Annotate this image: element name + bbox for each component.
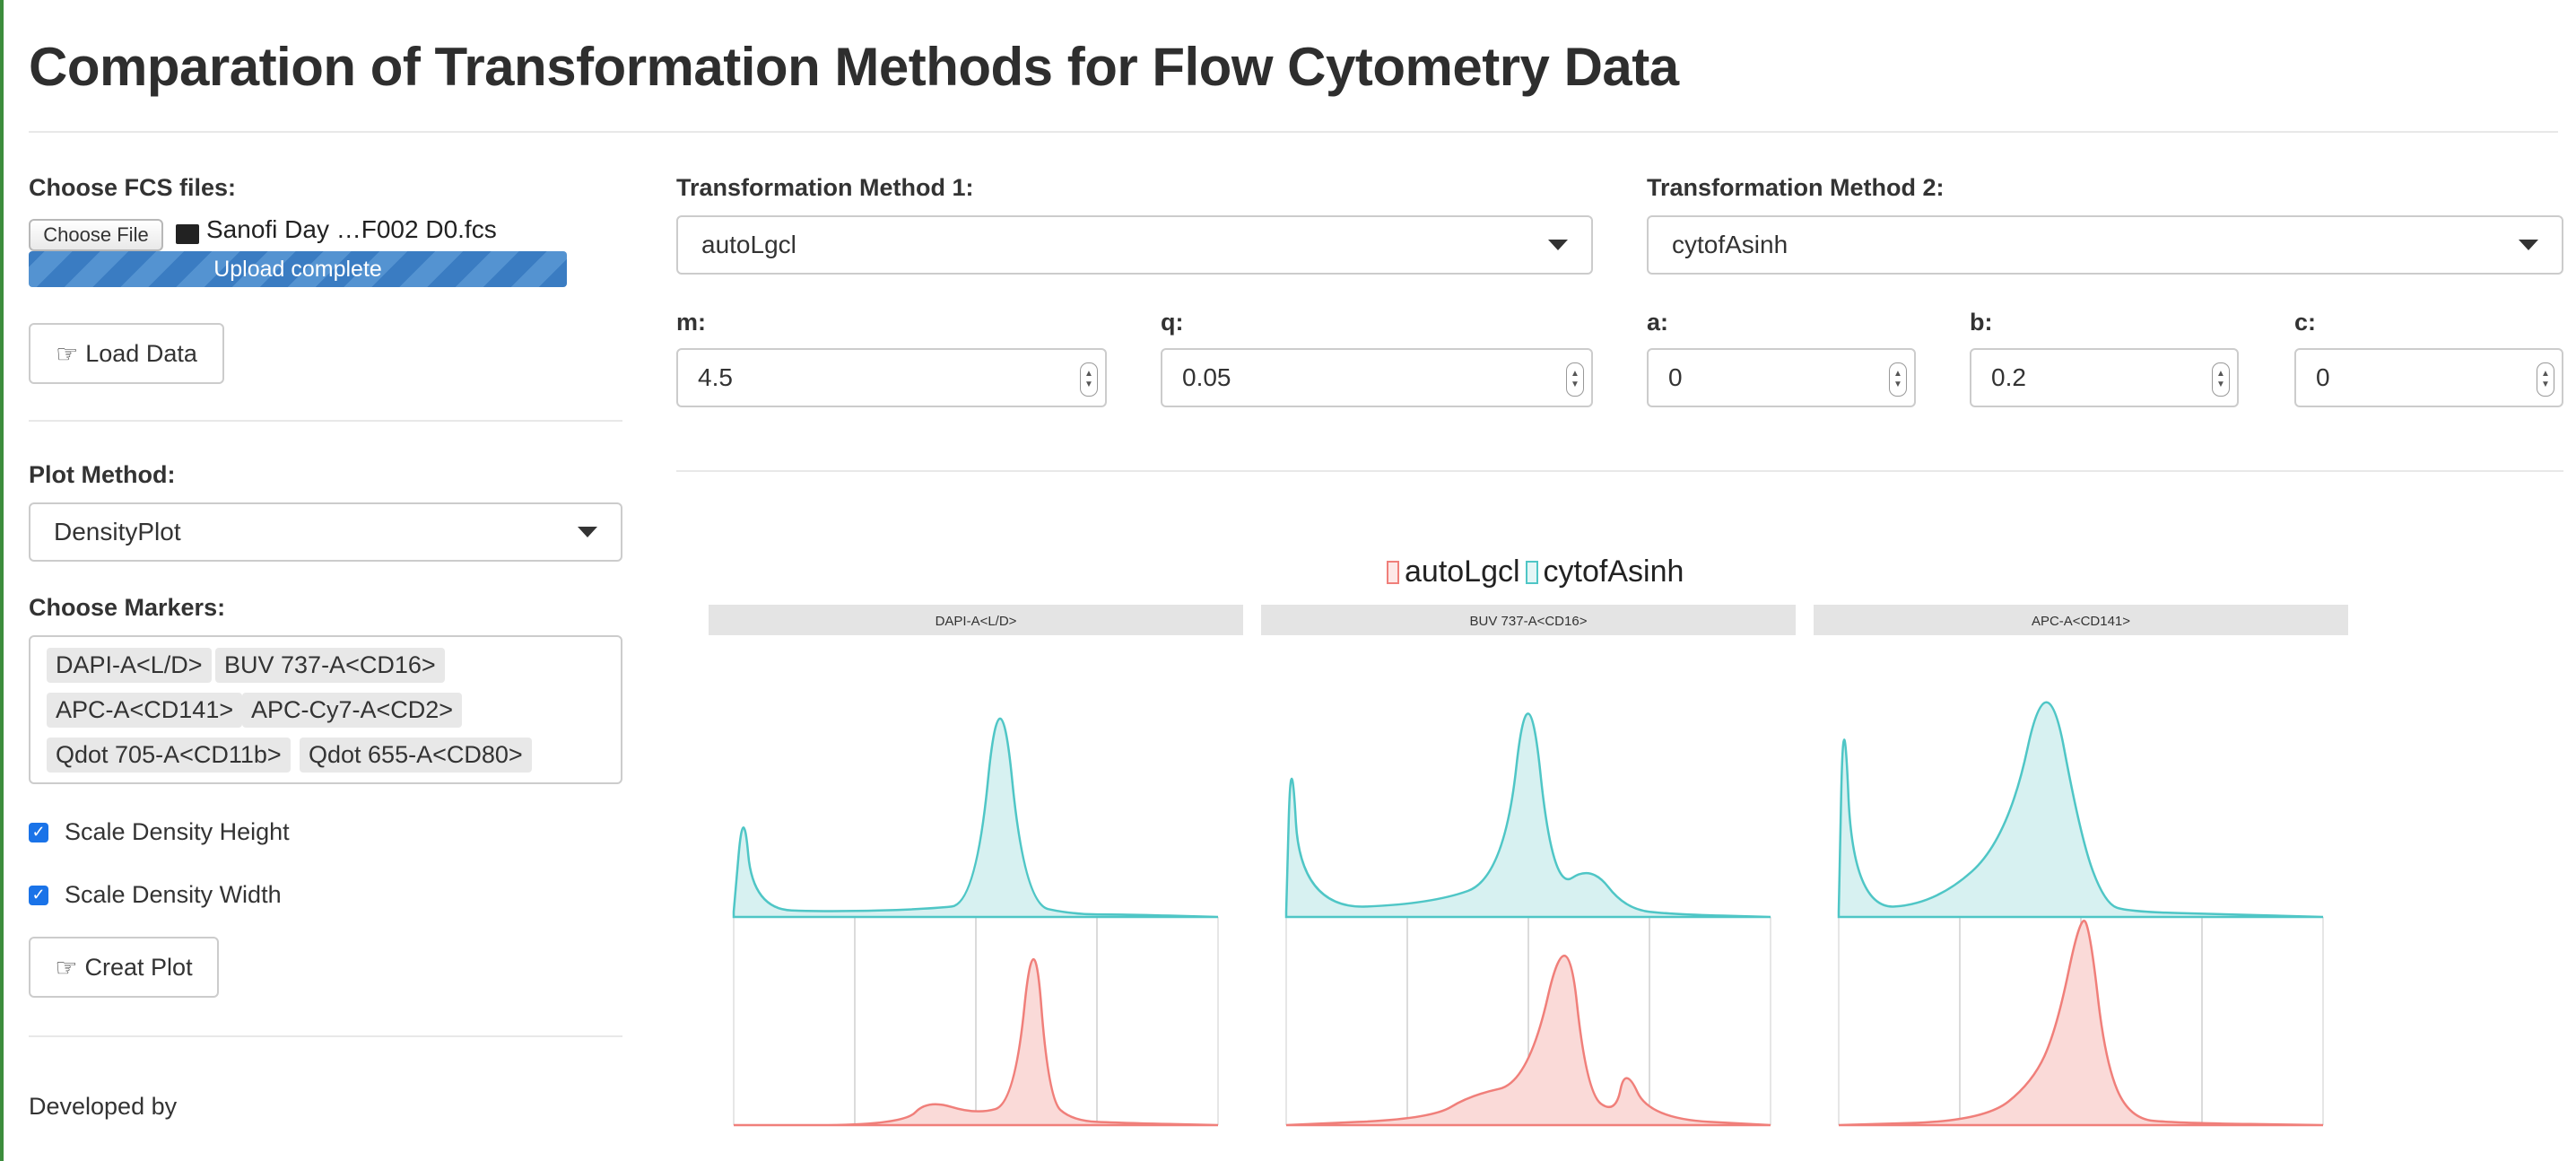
- scale-height-checkbox[interactable]: ✓: [29, 822, 48, 842]
- method2-label: Transformation Method 2:: [1647, 174, 1945, 201]
- scale-height-label: Scale Density Height: [65, 818, 290, 845]
- chevron-down-icon: [1548, 240, 1568, 250]
- density-curve-autolgcl: [1838, 920, 2324, 1127]
- facet-strip: [1814, 605, 2348, 635]
- markers-label: Choose Markers:: [29, 594, 226, 621]
- spinner-icon[interactable]: ▲ ▼: [2537, 362, 2554, 397]
- chart-legend: autoLgcl cytofAsinh: [1387, 554, 1684, 589]
- upload-progress-bar: Upload complete: [29, 251, 567, 287]
- spinner-icon[interactable]: ▲ ▼: [1080, 362, 1098, 397]
- param-b-value: 0.2: [1991, 363, 2026, 391]
- param-m-input[interactable]: 4.5 ▲ ▼: [676, 348, 1107, 407]
- pointing-hand-icon: ☞: [56, 339, 79, 368]
- file-icon: [176, 224, 199, 244]
- load-data-button[interactable]: ☞ Load Data: [29, 323, 224, 384]
- param-b-input[interactable]: 0.2 ▲ ▼: [1970, 348, 2239, 407]
- load-data-label: Load Data: [85, 339, 197, 367]
- main-divider: [676, 470, 2563, 472]
- marker-tag[interactable]: Qdot 655-A<CD80>: [300, 738, 532, 773]
- param-c-input[interactable]: 0 ▲ ▼: [2294, 348, 2563, 407]
- param-q-label: q:: [1161, 309, 1184, 336]
- pointing-hand-icon: ☞: [55, 953, 78, 982]
- density-curve-cytofasinh: [732, 717, 1219, 919]
- marker-tag[interactable]: BUV 737-A<CD16>: [215, 648, 445, 683]
- density-curve-autolgcl: [733, 958, 1219, 1127]
- param-m-label: m:: [676, 309, 706, 336]
- legend-swatch-autolgcl: [1387, 560, 1399, 584]
- marker-tag[interactable]: Qdot 705-A<CD11b>: [47, 738, 291, 773]
- page-title: Comparation of Transformation Methods fo…: [29, 37, 1679, 97]
- scale-width-label: Scale Density Width: [65, 881, 282, 908]
- developed-by-text: Developed by: [29, 1093, 178, 1120]
- upload-status-text: Upload complete: [213, 256, 382, 282]
- legend-label-cytofasinh: cytofAsinh: [1543, 554, 1684, 589]
- method2-select[interactable]: cytofAsinh: [1647, 215, 2563, 275]
- plot-method-select[interactable]: DensityPlot: [29, 502, 622, 562]
- method1-value: autoLgcl: [701, 231, 796, 258]
- scale-width-checkbox[interactable]: ✓: [29, 885, 48, 905]
- plot-method-value: DensityPlot: [54, 518, 181, 546]
- scale-height-checkbox-row[interactable]: ✓ Scale Density Height: [29, 818, 290, 846]
- density-plot: DAPI-A<L/D> BUV 737-A<CD16> APC-A<CD141>: [709, 605, 2348, 1127]
- spinner-icon[interactable]: ▲ ▼: [2212, 362, 2230, 397]
- method2-value: cytofAsinh: [1672, 231, 1788, 258]
- left-edge-accent: [0, 0, 4, 1161]
- facet-title: APC-A<CD141>: [2032, 614, 2130, 629]
- facet-title: DAPI-A<L/D>: [936, 614, 1017, 629]
- facet-strip: [709, 605, 1243, 635]
- param-b-label: b:: [1970, 309, 1993, 336]
- markers-multiselect[interactable]: DAPI-A<L/D> BUV 737-A<CD16> APC-A<CD141>…: [29, 635, 622, 784]
- chevron-down-icon: [2519, 240, 2538, 250]
- marker-tag[interactable]: DAPI-A<L/D>: [47, 648, 212, 683]
- param-a-value: 0: [1668, 363, 1683, 391]
- scale-width-checkbox-row[interactable]: ✓ Scale Density Width: [29, 881, 282, 909]
- facet-title: BUV 737-A<CD16>: [1470, 614, 1588, 629]
- spinner-icon[interactable]: ▲ ▼: [1889, 362, 1907, 397]
- param-c-label: c:: [2294, 309, 2317, 336]
- fcs-files-label: Choose FCS files:: [29, 174, 237, 201]
- density-curve-cytofasinh: [1284, 712, 1771, 919]
- legend-label-autolgcl: autoLgcl: [1405, 554, 1520, 589]
- method1-label: Transformation Method 1:: [676, 174, 974, 201]
- param-m-value: 4.5: [698, 363, 733, 391]
- file-name: Sanofi Day …F002 D0.fcs: [206, 215, 497, 243]
- choose-file-button[interactable]: Choose File: [29, 219, 163, 251]
- create-plot-label: Creat Plot: [84, 953, 193, 981]
- plot-method-label: Plot Method:: [29, 461, 176, 488]
- create-plot-button[interactable]: ☞ Creat Plot: [29, 937, 219, 998]
- marker-tag[interactable]: APC-Cy7-A<CD2>: [242, 693, 463, 728]
- marker-tag[interactable]: APC-A<CD141>: [47, 693, 243, 728]
- method1-select[interactable]: autoLgcl: [676, 215, 1593, 275]
- param-q-value: 0.05: [1182, 363, 1231, 391]
- density-curve-autolgcl: [1285, 954, 1771, 1127]
- param-c-value: 0: [2316, 363, 2330, 391]
- param-a-input[interactable]: 0 ▲ ▼: [1647, 348, 1916, 407]
- sidebar-divider-1: [29, 420, 622, 422]
- legend-swatch-cytofasinh: [1525, 560, 1538, 584]
- param-a-label: a:: [1647, 309, 1669, 336]
- density-curve-cytofasinh: [1837, 701, 2324, 919]
- chevron-down-icon: [578, 527, 597, 537]
- title-divider: [29, 131, 2558, 133]
- facet-strip: [1261, 605, 1796, 635]
- param-q-input[interactable]: 0.05 ▲ ▼: [1161, 348, 1593, 407]
- sidebar-divider-2: [29, 1035, 622, 1037]
- spinner-icon[interactable]: ▲ ▼: [1566, 362, 1584, 397]
